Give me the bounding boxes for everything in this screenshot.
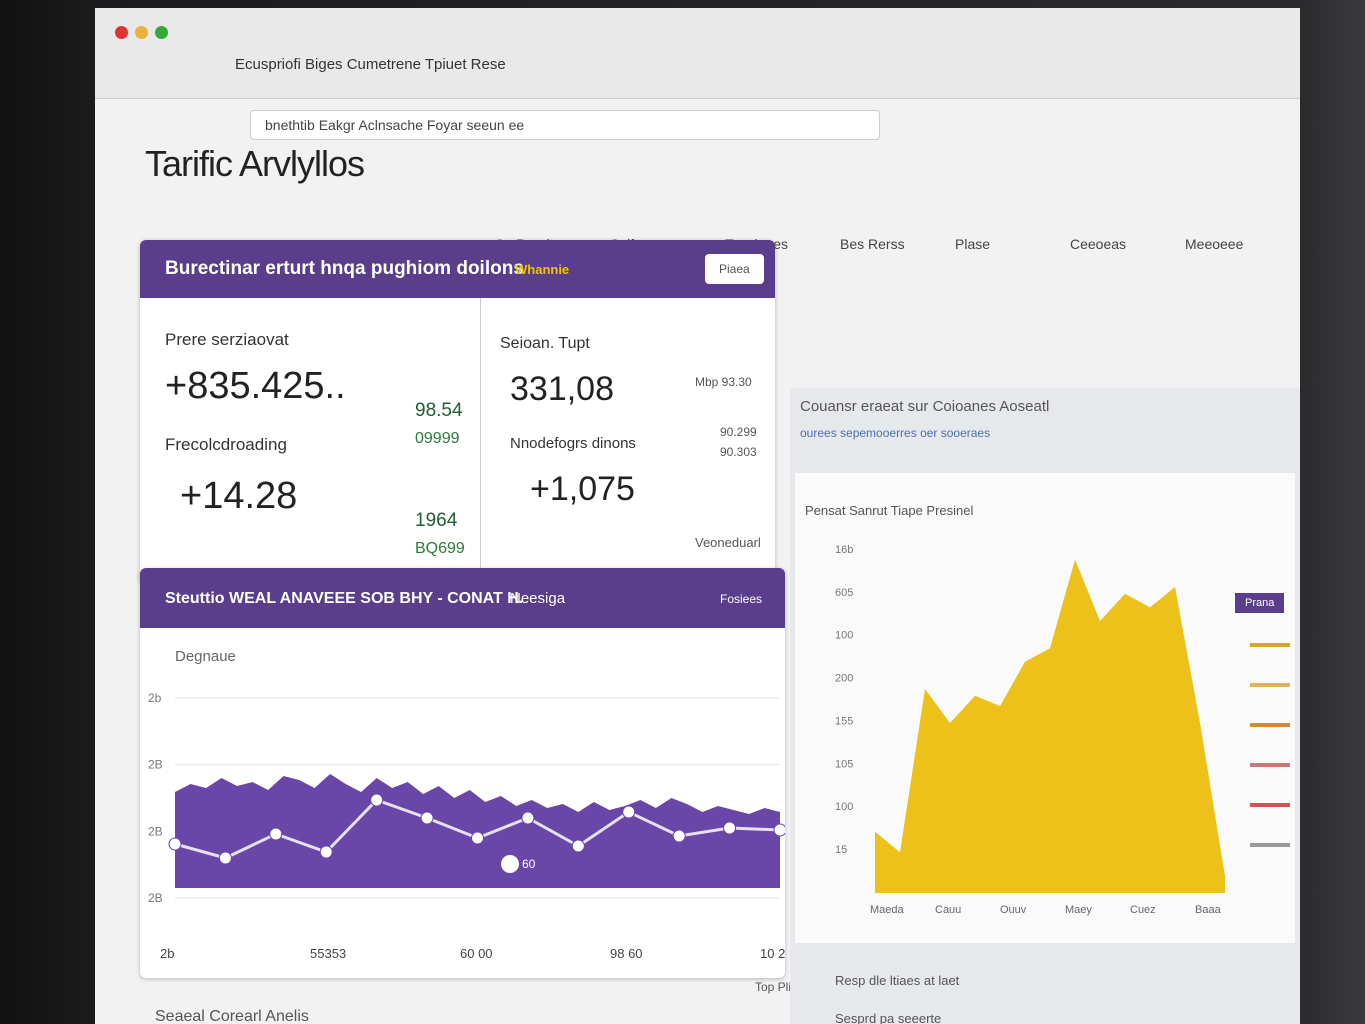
button[interactable]: Fosiees — [720, 592, 763, 606]
side-header: Couansr eraeat sur Coioanes Aoseatl — [800, 398, 1050, 415]
panel-title: Steuttio WEAL ANAVEEE SOB BHY - CONAT H. — [165, 590, 524, 607]
side-subheader: ourees sepemooerres oer sooeraes — [800, 426, 991, 440]
legend-swatch — [1250, 843, 1290, 847]
y-tick-label: 2B — [148, 758, 163, 772]
legend-swatch — [1250, 803, 1290, 807]
legend-button[interactable]: Prana — [1235, 593, 1285, 613]
browser-bar: Ecuspriofi Biges Cumetrene Tpiuet Rese — [95, 8, 1300, 99]
nav-item[interactable]: Plase — [955, 236, 991, 252]
stat-label: Prere serziaovat — [165, 330, 289, 349]
point — [521, 811, 535, 825]
point — [571, 839, 585, 853]
x-tick-label: Cauu — [935, 904, 961, 916]
summary-panel: Burectinar erturt hnqa pughiom doilons Wh… — [140, 240, 775, 585]
point — [672, 829, 686, 843]
side-chart: 16b 605 100 200 155 105 100 15 Maeda Cauu Ouuv Maey… — [835, 544, 1225, 916]
window-dot — [135, 26, 148, 39]
x-tick-label: Ouuv — [1000, 904, 1027, 916]
stat-side: 09999 — [415, 430, 460, 447]
point — [168, 837, 182, 851]
x-tick-label: Cuez — [1130, 904, 1156, 916]
list-item[interactable]: Resp dle ltiaes at laet — [835, 973, 960, 988]
x-tick-label: Maey — [1065, 904, 1092, 916]
y-tick-label: 2b — [148, 691, 162, 705]
nav-item[interactable]: Ceeoeas — [1070, 236, 1127, 252]
stat-side: Mbp 93.30 — [695, 375, 752, 389]
point — [370, 793, 384, 807]
legend-swatch — [1250, 723, 1290, 727]
x-tick-label: 2b — [160, 946, 174, 961]
y-tick-label: 155 — [835, 715, 853, 727]
y-tick-label: 105 — [835, 758, 853, 770]
traffic-panel: Steuttio WEAL ANAVEEE SOB BHY - CONAT H.… — [140, 568, 785, 978]
stat-side: BQ699 — [415, 540, 465, 557]
stat-label: Nnodefogrs dinons — [510, 435, 636, 452]
stat-footer: Veoneduarl — [695, 535, 761, 550]
y-tick-label: 100 — [835, 630, 853, 642]
chart-card: Pensat Sanrut Tiape Presinel Prana 16b 605 1… — [795, 473, 1295, 943]
marker-label: 60 — [522, 857, 536, 871]
address-text[interactable]: bnethtib Eakgr Aclnsache Foyar seeun ee — [250, 110, 880, 140]
point — [471, 831, 484, 845]
y-tick-label: 2B — [148, 824, 163, 838]
stat-value: +14.28 — [180, 475, 298, 517]
legend-swatch — [1250, 643, 1290, 647]
stat-side: 1964 — [415, 510, 458, 531]
list-item[interactable]: Sesprd pa seeerte — [835, 1011, 942, 1024]
traffic-chart: 2b 2B 2B 2B 2b 55353 60 00 98 60 10 20 60 — [148, 691, 785, 961]
area — [875, 559, 1225, 893]
divider — [480, 298, 481, 585]
side-panel: Couansr eraeat sur Coioanes Aoseatl ouree… — [790, 388, 1300, 1024]
button[interactable]: Piaea — [705, 254, 764, 284]
stat-label: Seioan. Tupt — [500, 335, 590, 352]
x-tick-label: 98 60 — [610, 946, 643, 961]
stat-side: 98.54 — [415, 400, 463, 421]
x-tick-label: 10 20 — [760, 946, 785, 961]
tab-title[interactable]: Ecuspriofi Biges Cumetrene Tpiuet Rese — [235, 56, 506, 73]
chart-label: Degnaue — [175, 648, 236, 665]
point — [773, 823, 785, 837]
y-tick-label: 2B — [148, 891, 163, 905]
page-title: Tarific Arvlyllos — [145, 143, 365, 184]
panel-header: Burectinar erturt hnqa pughiom doilons Wh… — [140, 240, 775, 298]
y-tick-label: 15 — [835, 844, 847, 856]
point — [218, 851, 232, 865]
filter[interactable]: Neesiga — [510, 590, 566, 607]
stat-side: 90.303 — [720, 445, 757, 459]
point — [269, 827, 283, 841]
window-dot — [155, 26, 168, 39]
y-tick-label: 100 — [835, 801, 853, 813]
legend-swatch — [1250, 683, 1290, 687]
stat-value: +835.425.. — [165, 365, 346, 407]
y-tick-label: 605 — [835, 587, 853, 599]
point — [420, 811, 434, 825]
legend-swatch — [1250, 763, 1290, 767]
badge: Whannie — [515, 262, 570, 277]
point — [723, 821, 737, 835]
x-tick-label: 60 00 — [460, 946, 493, 961]
x-tick-label: 55353 — [310, 946, 346, 961]
stat-value: +1,075 — [530, 470, 635, 508]
footer-title: Seaeal Corearl Anelis — [155, 1008, 309, 1024]
x-tick-label: Maeda — [870, 904, 905, 916]
y-tick-label: 16b — [835, 544, 853, 556]
window-dot — [115, 26, 128, 39]
stat-value: 331,08 — [510, 370, 614, 408]
area — [175, 774, 780, 888]
screen: Ecuspriofi Biges Cumetrene Tpiuet Rese bn… — [95, 8, 1300, 1024]
panel-header: Steuttio WEAL ANAVEEE SOB BHY - CONAT H.… — [140, 568, 785, 628]
stat-label: Frecolcdroading — [165, 435, 287, 454]
point — [319, 845, 333, 859]
panel-title: Burectinar erturt hnqa pughiom doilons — [165, 258, 524, 279]
chart-title: Pensat Sanrut Tiape Presinel — [805, 503, 974, 518]
stat-side: 90.299 — [720, 425, 757, 439]
point — [622, 805, 636, 819]
x-tick-label: Baaa — [1195, 904, 1222, 916]
nav-item[interactable]: Meeoeee — [1185, 236, 1244, 252]
nav-item[interactable]: Bes Rerss — [840, 236, 905, 252]
y-tick-label: 200 — [835, 673, 853, 685]
marker-dot — [501, 855, 519, 873]
